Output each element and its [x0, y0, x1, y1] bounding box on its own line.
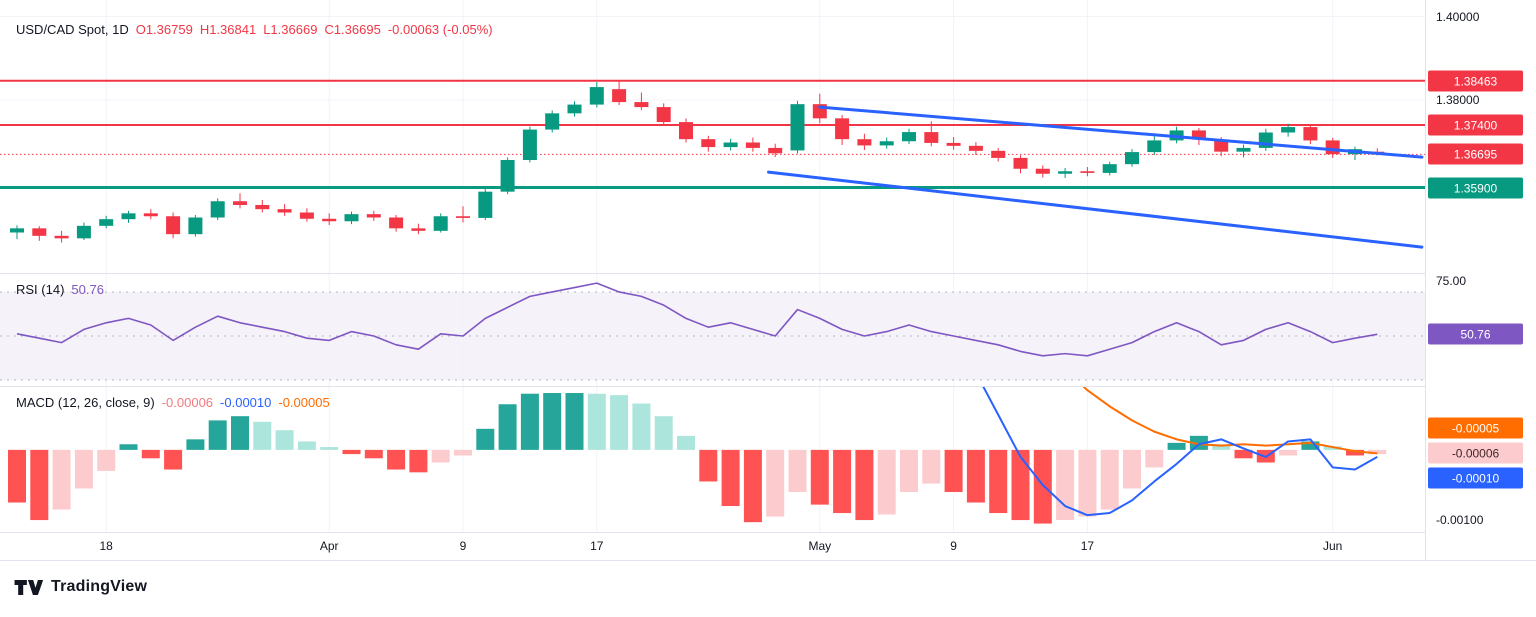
ohlc-high: H1.36841 — [199, 22, 257, 37]
macd-hist-value: -0.00006 — [161, 395, 214, 410]
rsi-panel-canvas[interactable] — [0, 273, 1425, 386]
time-axis[interactable]: 18 Apr 9 17 May 9 17 Jun — [0, 533, 1536, 560]
macd-label[interactable]: MACD (12, 26, close, 9) — [16, 395, 155, 410]
price-badge: -0.00010 — [1428, 467, 1523, 489]
footer: TradingView — [14, 578, 147, 596]
ohlc-close: C1.36695 — [324, 22, 381, 37]
axis-tick-label: 1.38000 — [1436, 93, 1480, 107]
ohlc-open: O1.36759 — [135, 22, 193, 37]
time-axis-label: 17 — [1080, 539, 1095, 553]
time-axis-label: May — [808, 539, 832, 553]
symbol-title[interactable]: USD/CAD Spot, 1D — [16, 22, 129, 37]
time-axis-label: 9 — [459, 539, 467, 553]
time-axis-label: 9 — [950, 539, 957, 553]
time-axis-label: Jun — [1323, 539, 1343, 553]
time-axis-label: Apr — [319, 539, 339, 553]
price-badge: 1.35900 — [1428, 177, 1523, 199]
price-badge: 1.37400 — [1428, 114, 1523, 136]
axis-tick-label: -0.00100 — [1436, 513, 1484, 527]
panel-separator[interactable] — [0, 386, 1536, 387]
axis-tick-label: 75.00 — [1436, 274, 1467, 288]
macd-panel-canvas[interactable] — [0, 386, 1425, 532]
panel-separator — [0, 532, 1536, 533]
price-badge: -0.00006 — [1428, 442, 1523, 464]
rsi-legend: RSI (14) 50.76 — [16, 282, 104, 297]
axis-tick-label: 1.40000 — [1436, 10, 1480, 24]
macd-legend: MACD (12, 26, close, 9) -0.00006 -0.0001… — [16, 395, 330, 410]
price-axis[interactable]: 1.40000 1.38000 75.00 -0.00100 1.38463 1.3740… — [1425, 0, 1536, 560]
rsi-label[interactable]: RSI (14) — [16, 282, 65, 297]
price-badge: -0.00005 — [1428, 417, 1523, 439]
ohlc-low: L1.36669 — [263, 22, 318, 37]
time-axis-label: 18 — [99, 539, 113, 553]
macd-line-value: -0.00010 — [220, 395, 272, 410]
rsi-value: 50.76 — [71, 282, 104, 297]
price-badge: 1.38463 — [1428, 70, 1523, 92]
price-badge: 1.36695 — [1428, 143, 1523, 165]
macd-signal-value: -0.00005 — [278, 395, 330, 410]
chart-bottom-border — [0, 560, 1536, 561]
time-axis-label: 17 — [590, 539, 604, 553]
tradingview-logo-icon[interactable] — [14, 579, 44, 595]
price-legend: USD/CAD Spot, 1D O1.36759 H1.36841 L1.36… — [16, 22, 493, 37]
price-panel-canvas[interactable] — [0, 0, 1425, 273]
price-badge: 50.76 — [1428, 323, 1523, 345]
panel-separator[interactable] — [0, 273, 1536, 274]
tradingview-brand[interactable]: TradingView — [51, 578, 148, 595]
price-change: -0.00063 (-0.05%) — [387, 22, 493, 37]
